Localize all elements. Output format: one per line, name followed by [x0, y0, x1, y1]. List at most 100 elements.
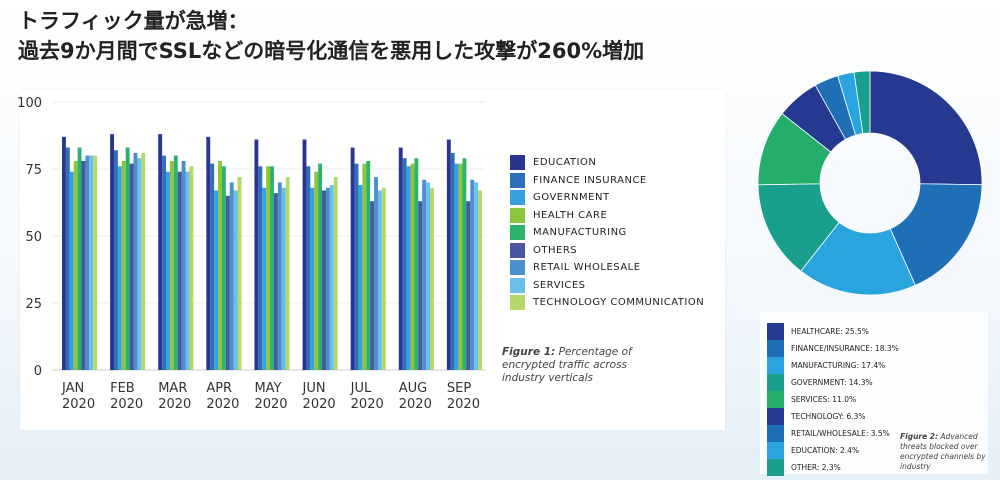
y-tick-label: 0	[34, 364, 42, 379]
bar	[229, 182, 234, 370]
bar	[462, 158, 467, 370]
figure-2-caption: Figure 2: Advanced threats blocked over …	[900, 432, 988, 472]
bar	[446, 139, 451, 370]
donut-legend-panel	[760, 312, 988, 474]
legend-item: EDUCATION	[510, 154, 704, 172]
bar	[185, 171, 190, 370]
bar	[85, 155, 90, 370]
legend-label: FINANCE/INSURANCE: 18.3%	[791, 344, 899, 353]
x-tick-label: AUG	[399, 381, 427, 396]
legend-item: FINANCE/INSURANCE: 18.3%	[767, 340, 899, 357]
legend-label: OTHER: 2.3%	[791, 463, 841, 472]
bar	[466, 201, 471, 370]
bar	[181, 160, 186, 370]
bar	[69, 171, 74, 370]
x-tick-label: 2020	[62, 397, 95, 412]
bar	[402, 158, 407, 370]
x-tick-label: JUL	[350, 381, 372, 396]
caption-text: Advanced threats blocked over encrypted …	[900, 432, 986, 471]
legend-item: GOVERNMENT: 14.3%	[767, 374, 899, 391]
legend-swatch	[510, 260, 525, 276]
bar	[418, 201, 423, 370]
legend-swatch	[510, 242, 525, 258]
legend-item: OTHERS	[510, 242, 704, 260]
bar	[121, 160, 126, 370]
bar	[358, 185, 363, 370]
bar	[266, 166, 271, 370]
legend-label: SERVICES	[533, 279, 586, 291]
title-line-2: 過去9か月間でSSLなどの暗号化通信を悪用した攻撃が260%増加	[18, 39, 645, 63]
legend-swatch	[510, 277, 525, 293]
bar	[306, 166, 311, 370]
bar	[454, 163, 459, 370]
bar	[254, 139, 259, 370]
caption-text: Percentage of encrypted traffic across i…	[502, 346, 632, 384]
legend-swatch	[510, 190, 525, 206]
bar	[277, 182, 282, 370]
y-tick-label: 25	[25, 297, 42, 312]
legend-item: SERVICES	[510, 277, 704, 295]
bar	[158, 134, 163, 370]
x-tick-label: APR	[206, 381, 232, 396]
legend-swatch	[767, 425, 784, 442]
legend-label: HEALTH CARE	[533, 209, 608, 221]
legend-swatch	[510, 207, 525, 223]
bar	[221, 166, 226, 370]
legend-swatch	[510, 295, 525, 311]
legend-swatch	[767, 391, 784, 408]
x-tick-label: JAN	[61, 381, 84, 396]
bar	[141, 152, 146, 370]
bar	[314, 171, 319, 370]
page-title: トラフィック量が急増： 過去9か月間でSSLなどの暗号化通信を悪用した攻撃が26…	[18, 6, 644, 66]
bar	[270, 166, 274, 370]
legend-swatch	[767, 442, 784, 459]
legend-item: MANUFACTURING: 17.4%	[767, 357, 899, 374]
bar	[333, 177, 338, 370]
caption-label: Figure 1:	[502, 346, 556, 358]
y-tick-label: 50	[25, 230, 42, 245]
bar	[273, 193, 278, 370]
bar	[381, 187, 386, 370]
donut-chart	[757, 70, 983, 296]
legend-label: MANUFACTURING	[533, 227, 627, 239]
legend-item: EDUCATION: 2.4%	[767, 442, 899, 459]
bar	[137, 158, 142, 370]
x-tick-label: 2020	[254, 397, 287, 412]
bar	[426, 182, 430, 370]
bar	[398, 147, 403, 370]
legend-label: RETAIL/WHOLESALE: 3.5%	[791, 429, 890, 438]
legend-swatch	[767, 357, 784, 374]
bar	[125, 147, 130, 370]
bar	[281, 187, 286, 370]
bar	[478, 190, 482, 370]
bar	[302, 139, 307, 370]
bar	[77, 147, 82, 370]
x-tick-label: MAY	[254, 381, 281, 396]
legend-swatch	[767, 408, 784, 425]
bar	[458, 163, 463, 370]
bar	[214, 190, 219, 370]
bar	[218, 160, 222, 370]
bar	[189, 166, 194, 370]
legend-label: TECHNOLOGY COMMUNICATION	[533, 297, 705, 309]
legend-label: RETAIL WHOLESALE	[533, 262, 641, 274]
legend-label: EDUCATION	[533, 157, 597, 169]
legend-item: TECHNOLOGY: 6.3%	[767, 408, 899, 425]
bar	[370, 201, 375, 370]
bar	[237, 177, 242, 370]
bar	[233, 190, 238, 370]
legend-label: EDUCATION: 2.4%	[791, 446, 860, 455]
legend-label: HEALTHCARE: 25.5%	[791, 327, 869, 336]
legend-label: GOVERNMENT	[533, 192, 610, 204]
legend-item: MANUFACTURING	[510, 224, 704, 242]
bar	[169, 160, 174, 370]
bar	[93, 155, 98, 370]
figure-1-caption: Figure 1: Percentage of encrypted traffi…	[502, 346, 652, 385]
bar	[285, 177, 290, 370]
bar	[374, 177, 378, 370]
bar	[406, 166, 411, 370]
legend-item: GOVERNMENT	[510, 189, 704, 207]
bar	[310, 187, 315, 370]
legend-label: TECHNOLOGY: 6.3%	[791, 412, 866, 421]
x-tick-label: SEP	[447, 381, 471, 396]
